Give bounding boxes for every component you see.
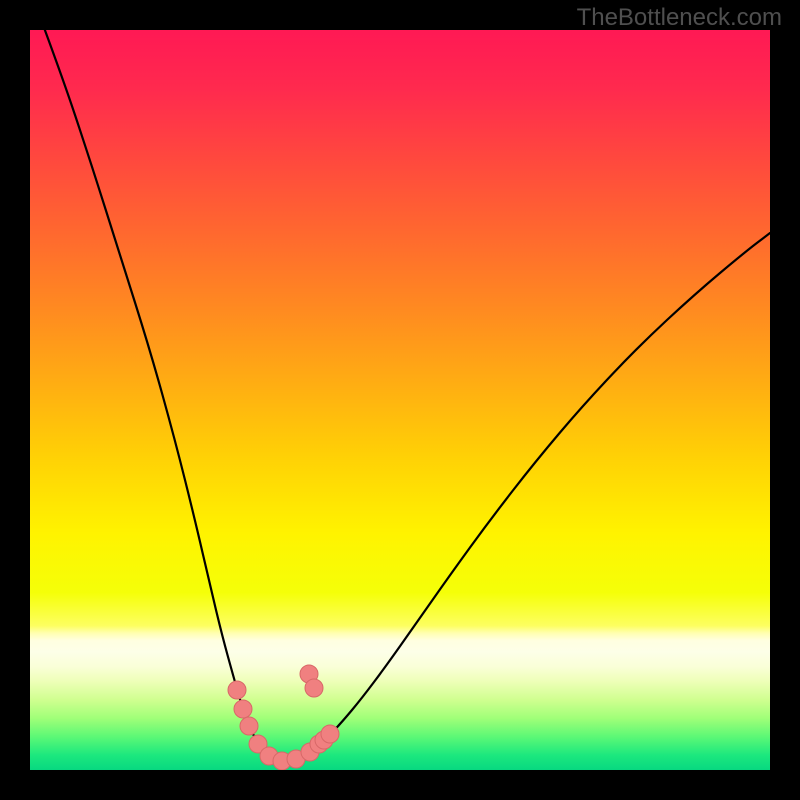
curve-marker <box>234 700 252 718</box>
plot-area <box>30 30 770 770</box>
curve-marker <box>240 717 258 735</box>
curve-marker <box>305 679 323 697</box>
gradient-background <box>30 30 770 770</box>
plot-svg <box>30 30 770 770</box>
curve-marker <box>321 725 339 743</box>
watermark-text: TheBottleneck.com <box>577 4 782 32</box>
curve-marker <box>228 681 246 699</box>
